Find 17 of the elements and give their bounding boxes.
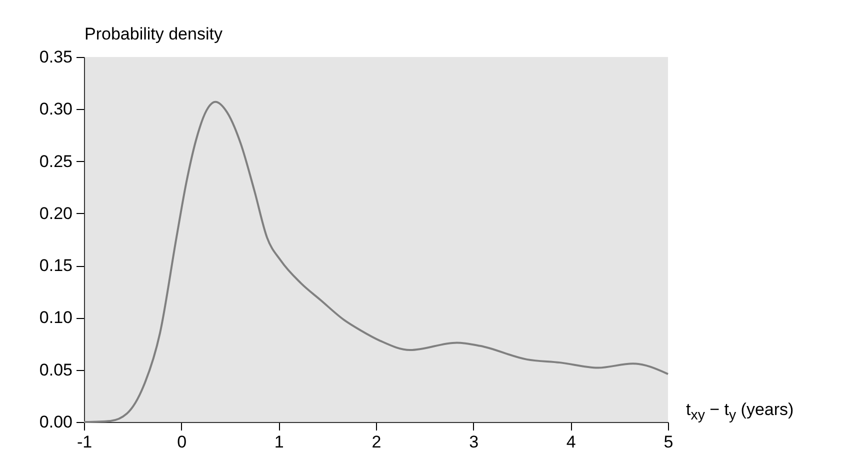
- x-tick-label: 2: [372, 432, 382, 452]
- x-tick-label: 1: [274, 432, 284, 452]
- y-tick-label: 0.00: [39, 412, 72, 432]
- y-tick-label: 0.30: [39, 100, 72, 119]
- x-tick-label: 0: [177, 432, 187, 452]
- y-tick-label: 0.20: [39, 204, 72, 223]
- y-tick-label: 0.25: [39, 152, 72, 171]
- y-tick-label: 0.05: [39, 360, 72, 380]
- x-tick-label: 3: [469, 432, 479, 452]
- x-tick-label: -1: [76, 432, 92, 452]
- y-axis-title: Probability density: [84, 24, 223, 44]
- y-tick-label: 0.35: [39, 48, 72, 66]
- y-tick-label: 0.15: [39, 256, 72, 276]
- y-tick-label: 0.10: [39, 308, 72, 328]
- x-tick-label: 5: [664, 432, 674, 452]
- x-tick-label: 4: [566, 432, 576, 452]
- x-axis-title: t$_{xy}$ − t$_{y}$ (years): [686, 400, 794, 424]
